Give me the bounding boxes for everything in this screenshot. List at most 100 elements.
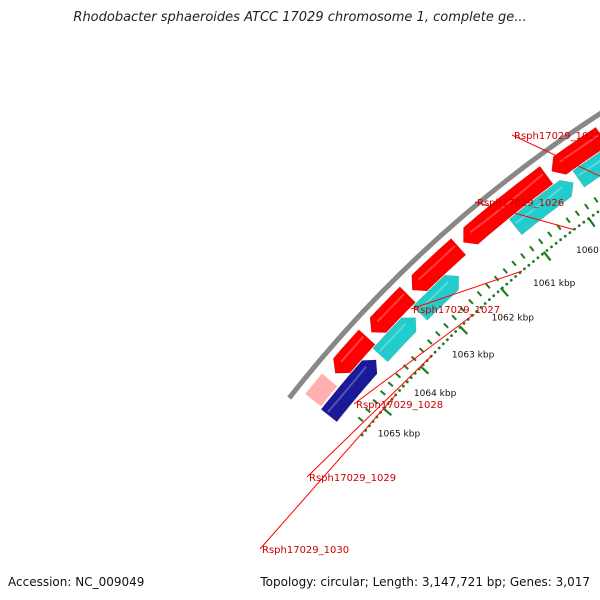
gene-block-pink-partial [305, 373, 338, 407]
kbp-tick-mark [458, 325, 469, 335]
ruler-dot [523, 267, 526, 271]
ruler-dot [496, 290, 500, 294]
ruler-dot [509, 278, 513, 282]
gene-label: Rsph17029_1025 [514, 131, 600, 142]
inner-tick-mark [372, 398, 379, 405]
kbp-tick-mark [499, 287, 509, 297]
inner-tick-mark [502, 267, 508, 274]
ruler-dot [591, 213, 595, 217]
inner-tick-mark [395, 372, 402, 379]
gene-label: Rsph17029_1030 [262, 545, 349, 556]
ruler-dot [545, 249, 549, 252]
accession-label: Accession: NC_009049 [8, 575, 145, 589]
inner-tick-mark [434, 330, 441, 337]
kbp-tick-mark [382, 407, 393, 417]
inner-tick-mark [584, 203, 590, 210]
gene-block-forward-3 [463, 165, 554, 245]
ruler-dot [454, 330, 457, 333]
gene-label-leader [259, 394, 397, 550]
kbp-tick-label: 1063 kbp [452, 351, 495, 361]
ruler-dot [446, 338, 449, 342]
ruler-dot [541, 252, 544, 256]
kbp-tick-mark [542, 251, 552, 262]
ruler-dot [527, 263, 531, 267]
inner-tick-mark [476, 290, 483, 297]
inner-tick-mark [468, 298, 474, 305]
ruler-dot [433, 350, 437, 354]
ruler-dot [405, 380, 409, 384]
ruler-dot [559, 238, 562, 242]
gene-label-leader [410, 270, 523, 310]
inner-tick-mark [443, 322, 449, 329]
gene-block-forward-6-shine [340, 336, 364, 363]
inner-tick-mark [520, 252, 526, 259]
inner-tick-mark [451, 314, 458, 321]
inner-tick-mark [593, 196, 599, 203]
gene-block-blue-shine [327, 366, 367, 413]
ruler-dot [536, 256, 540, 260]
gene-block-forward-3-shine [469, 173, 544, 234]
map-title: Rhodobacter sphaeroides ATCC 17029 chrom… [73, 10, 527, 25]
ruler-dot [550, 245, 553, 249]
kbp-tick-label: 1065 kbp [378, 430, 421, 440]
kbp-tick-label: 1060 kbp [576, 246, 600, 256]
ruler-dot [514, 275, 517, 278]
inner-tick-mark [426, 339, 433, 345]
gene-block-forward-2-shine [559, 134, 599, 163]
ruler-dot [505, 282, 509, 286]
genome-summary: Topology: circular; Length: 3,147,721 bp… [260, 575, 590, 589]
ruler-dot [450, 334, 453, 337]
inner-tick-mark [387, 381, 394, 387]
ruler-dot [532, 260, 535, 263]
gene-block-forward-6 [332, 329, 376, 374]
kbp-tick-mark [587, 217, 596, 228]
ruler-dot [573, 227, 576, 231]
gene-label-leader [306, 354, 433, 478]
ruler-dot [402, 384, 405, 388]
gene-label-leader [353, 314, 473, 405]
gene-block-forward-4 [411, 238, 467, 292]
ruler-dot [483, 302, 487, 305]
kbp-tick-label: 1062 kbp [492, 314, 535, 324]
inner-tick-mark [459, 306, 466, 313]
ruler-dot [563, 234, 567, 238]
kbp-tick-label: 1064 kbp [414, 389, 457, 399]
gene-label: Rsph17029_1028 [356, 400, 443, 411]
inner-tick-mark [538, 238, 544, 245]
ruler-dot [479, 306, 483, 309]
ruler-dot [596, 210, 600, 214]
ruler-dot [582, 220, 586, 224]
gene-block-reverse-4-shine [418, 281, 449, 311]
inner-tick-mark [357, 416, 364, 422]
ruler-dot [577, 224, 581, 228]
gene-label: Rsph17029_1026 [477, 198, 564, 209]
gene-block-reverse-3-shine [514, 186, 563, 225]
ruler-dot [488, 298, 491, 301]
inner-tick-mark [365, 407, 371, 414]
kbp-tick-label: 1061 kbp [533, 279, 576, 289]
ruler-dot [568, 231, 572, 235]
inner-tick-mark [493, 275, 500, 282]
ruler-dot [475, 310, 478, 313]
gene-label: Rsph17029_1029 [309, 473, 396, 484]
gene-block-forward-5-shine [376, 293, 405, 323]
genome-backbone [287, 110, 600, 400]
gene-block-reverse-5 [372, 317, 417, 363]
gene-block-reverse-4 [412, 274, 460, 321]
gene-block-blue [320, 359, 378, 423]
inner-tick-mark [547, 231, 553, 238]
inner-tick-mark [511, 260, 517, 267]
gene-block-forward-5 [369, 286, 416, 333]
inner-tick-mark [574, 210, 580, 217]
inner-tick-mark [379, 390, 386, 396]
gene-block-reverse-5-shine [378, 323, 406, 353]
inner-tick-mark [529, 245, 535, 252]
inner-tick-mark [485, 283, 491, 289]
kbp-tick-mark [419, 365, 430, 375]
inner-tick-mark [418, 347, 425, 354]
gene-block-reverse-2-shine [578, 159, 600, 177]
ruler-dot [398, 389, 401, 392]
inner-tick-mark [565, 217, 571, 224]
